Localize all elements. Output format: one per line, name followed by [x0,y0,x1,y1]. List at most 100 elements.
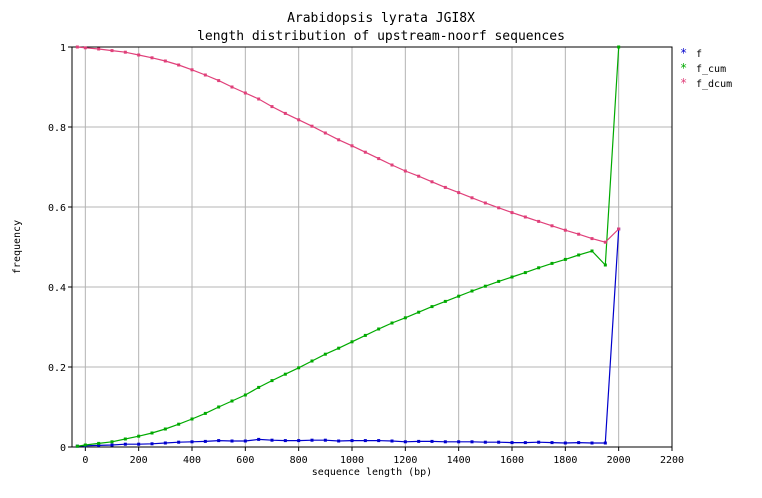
data-point [510,275,514,279]
data-point [577,232,581,236]
data-point [590,441,594,445]
data-point [550,224,554,228]
data-point [97,441,101,445]
y-tick-label: 1 [60,43,66,54]
data-point [243,393,247,397]
data-point [363,333,367,337]
data-point [510,211,514,215]
series-layer [75,45,621,448]
data-point [470,289,474,293]
data-point [563,257,567,261]
data-point [297,118,301,122]
data-point [443,185,447,189]
data-point [310,124,314,128]
data-point [163,427,167,431]
data-point [230,399,234,403]
data-point [150,442,154,446]
data-point [190,68,194,72]
data-point [203,411,207,415]
data-point [75,45,79,49]
x-tick-label: 0 [82,455,88,466]
data-point [443,299,447,303]
data-point [123,442,127,446]
data-point [217,79,221,83]
series-f_cum [75,45,621,448]
data-point [497,440,501,444]
data-point [537,266,541,270]
series-f [75,227,621,448]
data-point [350,340,354,344]
data-point [523,271,527,275]
data-point [217,439,221,443]
data-point [323,438,327,442]
data-point [457,440,461,444]
data-point [563,441,567,445]
data-point [590,249,594,253]
data-point [270,105,274,109]
data-point [470,440,474,444]
y-tick-label: 0.2 [48,363,66,374]
data-point [603,240,607,244]
series-line-f [77,228,620,447]
data-point [150,431,154,435]
data-point [590,237,594,241]
data-point [283,111,287,115]
x-axis-label: sequence length (bp) [312,467,432,478]
data-point [163,59,167,63]
data-point [377,327,381,331]
data-point [177,63,181,67]
data-point [363,439,367,443]
data-point [403,169,407,173]
data-point [337,439,341,443]
data-point [110,443,114,447]
data-point [83,46,87,50]
data-point [443,440,447,444]
data-point [430,305,434,309]
x-tick-label: 1200 [393,455,417,466]
x-tick-label: 600 [236,455,254,466]
data-point [363,150,367,154]
data-point [483,440,487,444]
series-line-f_dcum [77,46,620,243]
data-point [617,45,621,49]
data-point [417,439,421,443]
data-point [377,439,381,443]
data-point [403,316,407,320]
x-tick-label: 800 [290,455,308,466]
data-point [257,385,261,389]
data-point [83,443,87,447]
series-f_dcum [75,45,621,244]
data-point [75,444,79,448]
data-point [137,53,141,57]
x-tick-label: 1000 [340,455,364,466]
legend-label: f_cum [696,64,726,75]
x-tick-label: 200 [130,455,148,466]
data-point [390,163,394,167]
data-point [417,174,421,178]
data-point [177,422,181,426]
data-point [497,279,501,283]
data-point [483,284,487,288]
data-point [323,131,327,135]
series-line-f_cum [77,46,620,447]
data-point [190,417,194,421]
data-point [337,138,341,142]
y-tick-label: 0 [60,443,66,454]
data-point [523,215,527,219]
data-point [483,201,487,205]
data-point [563,228,567,232]
data-point [350,439,354,443]
data-point [430,180,434,184]
y-tick-label: 0.4 [48,283,66,294]
data-point [190,440,194,444]
data-point [257,437,261,441]
data-point [97,47,101,51]
chart-subtitle: length distribution of upstream-noorf se… [197,29,565,44]
data-point [150,56,154,60]
data-point [350,144,354,148]
data-point [137,434,141,438]
data-point [390,439,394,443]
x-tick-label: 1400 [447,455,471,466]
data-point [163,441,167,445]
